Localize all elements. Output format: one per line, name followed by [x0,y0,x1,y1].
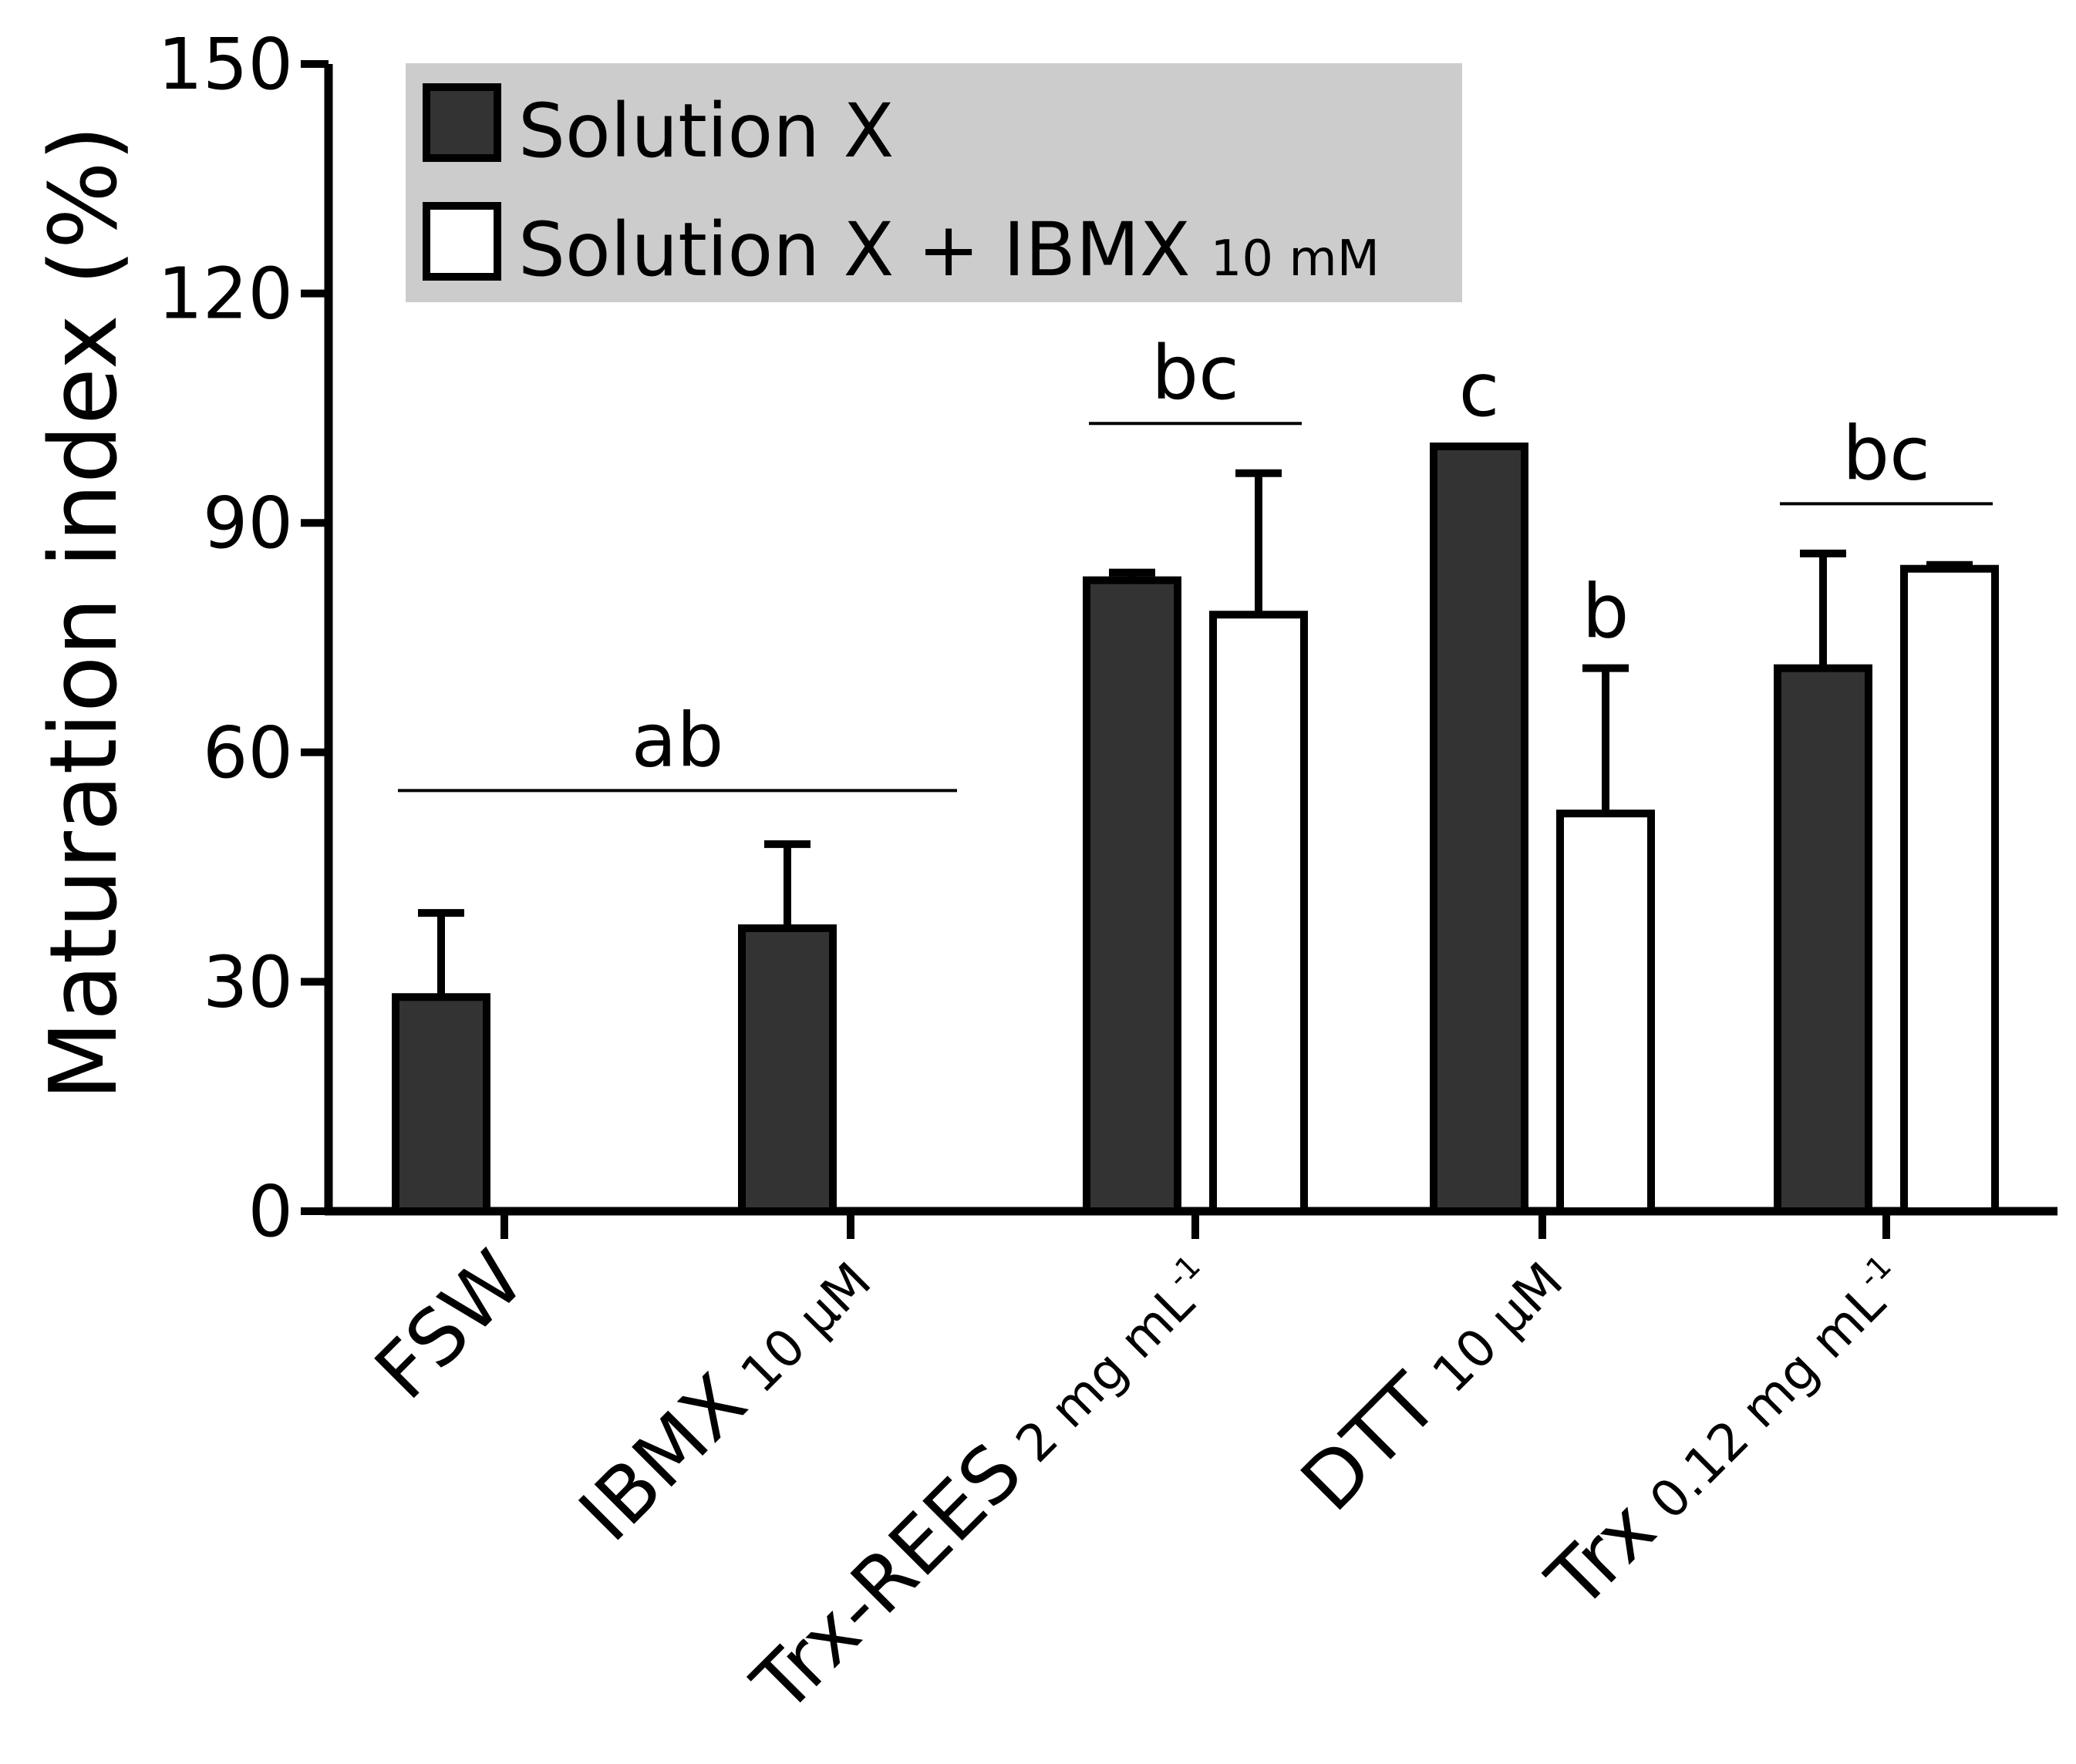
y-tick-label: 0 [248,1170,293,1253]
significance-label: bc [1842,410,1930,497]
significance-label: bc [1151,330,1239,416]
y-tick-label: 90 [203,482,293,564]
bar-solution-x [738,924,837,1215]
category-name: FSW [358,1234,541,1416]
bar-solution-x-ibmx [1209,611,1308,1215]
category-concentration: 10 µM [730,1251,883,1405]
legend-label-suffix: 10 mM [1211,231,1380,288]
y-axis-title: Maturation index (%) [31,125,138,1100]
y-tick-label: 150 [157,23,293,106]
category-concentration: 0.12 mg mL [1639,1273,1897,1531]
legend-label-solution-x-ibmx: Solution X + IBMX 10 mM [518,207,1380,293]
bar-solution-x-ibmx [1900,564,1999,1215]
y-tick-label: 60 [203,712,293,794]
legend-label-main: Solution X + IBMX [518,207,1191,293]
x-category-label: Trx0.12 mg mL-1 [1530,1234,1923,1626]
legend-swatch-solution-x [423,83,501,162]
category-concentration: 10 µM [1421,1251,1575,1405]
legend-background [406,63,1462,302]
x-category-label: FSW [358,1234,541,1416]
bar-solution-x-ibmx [1556,810,1655,1216]
category-name: Trx-REES [735,1426,1039,1730]
legend-swatch-solution-x-ibmx [423,202,501,281]
legend-label-solution-x: Solution X [518,88,894,174]
significance-label: b [1582,569,1629,655]
significance-label: ab [632,697,724,783]
legend: Solution X Solution X + IBMX 10 mM [406,63,1462,302]
bar-solution-x [1430,443,1528,1215]
x-category-label: DTT10 µM [1284,1234,1579,1528]
significance-label: c [1459,347,1500,433]
bar-solution-x [392,993,490,1215]
category-concentration: 2 mg mL [1005,1273,1206,1474]
category-name: DTT [1284,1356,1456,1528]
x-category-label: IBMX10 µM [562,1234,887,1558]
y-tick-label: 30 [203,941,293,1023]
bar-solution-x [1774,664,1872,1215]
category-name: Trx [1530,1483,1673,1626]
category-name: IBMX [562,1357,764,1559]
bar-solution-x [1083,576,1181,1215]
y-tick-label: 120 [157,253,293,335]
